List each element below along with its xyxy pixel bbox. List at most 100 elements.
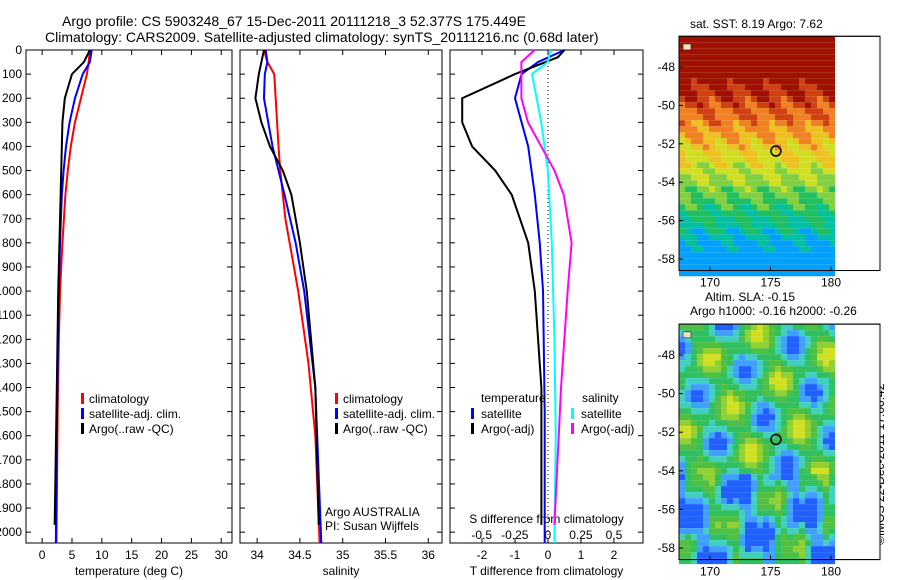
- map-cell: [679, 240, 685, 247]
- map-cell: [763, 486, 769, 493]
- map-cell: [769, 534, 775, 541]
- y-tick-label: 1600: [0, 429, 22, 443]
- map-cell: [703, 78, 709, 85]
- map-cell: [787, 402, 793, 409]
- map-cell: [733, 504, 739, 511]
- map-cell: [811, 516, 817, 523]
- map-cell: [739, 522, 745, 529]
- map-cell: [781, 414, 787, 421]
- map-cell: [805, 360, 811, 367]
- map-cell: [727, 360, 733, 367]
- map-cell: [691, 228, 697, 235]
- map-cell: [751, 174, 757, 181]
- map-cell: [775, 372, 781, 379]
- map-cell: [823, 516, 829, 523]
- map-cell: [823, 396, 829, 403]
- map-cell: [727, 480, 733, 487]
- map-cell: [739, 354, 745, 361]
- map-cell: [775, 390, 781, 397]
- map-cell: [787, 222, 793, 229]
- map-cell: [793, 390, 799, 397]
- map-cell: [793, 330, 799, 337]
- map-cell: [787, 174, 793, 181]
- map-cell: [763, 48, 769, 55]
- map-cell: [703, 54, 709, 61]
- map-cell: [727, 96, 733, 103]
- map-cell: [739, 408, 745, 415]
- map-cell: [799, 528, 805, 535]
- map-cell: [817, 330, 823, 337]
- map-cell: [691, 216, 697, 223]
- map-cell: [799, 90, 805, 97]
- map-cell: [751, 72, 757, 79]
- map-cell: [727, 198, 733, 205]
- map-cell: [679, 270, 685, 277]
- map-cell: [739, 150, 745, 157]
- map-cell: [685, 48, 691, 55]
- map-cell: [697, 360, 703, 367]
- map-cell: [709, 522, 715, 529]
- map-cell: [745, 372, 751, 379]
- map-cell: [721, 180, 727, 187]
- map-cell: [805, 378, 811, 385]
- map-cell: [805, 162, 811, 169]
- map-cell: [697, 198, 703, 205]
- map-cell: [757, 396, 763, 403]
- map-cell: [679, 366, 685, 373]
- map-cell: [715, 210, 721, 217]
- map-cell: [787, 72, 793, 79]
- map-cell: [829, 504, 835, 511]
- map-cell: [727, 522, 733, 529]
- x-tick-label: 35.5: [374, 548, 398, 562]
- map-cell: [709, 474, 715, 481]
- map-cell: [787, 552, 793, 559]
- map-cell: [769, 336, 775, 343]
- map-cell: [739, 168, 745, 175]
- map-cell: [715, 66, 721, 73]
- map-cell: [685, 198, 691, 205]
- map-cell: [757, 246, 763, 253]
- map-cell: [733, 186, 739, 193]
- map-cell: [727, 534, 733, 541]
- map-cell: [781, 426, 787, 433]
- lat-tick-label: -56: [658, 214, 676, 228]
- map-cell: [739, 504, 745, 511]
- map-cell: [787, 96, 793, 103]
- map-cell: [775, 498, 781, 505]
- map-cell: [799, 534, 805, 541]
- map-cell: [715, 132, 721, 139]
- map-cell: [769, 426, 775, 433]
- map-cell: [697, 144, 703, 151]
- map-cell: [703, 234, 709, 241]
- map-cell: [805, 246, 811, 253]
- map-cell: [751, 354, 757, 361]
- map-cell: [829, 402, 835, 409]
- map-cell: [799, 126, 805, 133]
- map-cell: [811, 210, 817, 217]
- map-cell: [727, 174, 733, 181]
- lat-tick-label: -54: [658, 464, 676, 478]
- map-cell: [775, 438, 781, 445]
- map-cell: [715, 96, 721, 103]
- map-cell: [715, 264, 721, 271]
- map-cell: [763, 72, 769, 79]
- map-cell: [739, 486, 745, 493]
- map-cell: [709, 60, 715, 67]
- map-cell: [805, 156, 811, 163]
- map-cell: [745, 378, 751, 385]
- map-cell: [727, 420, 733, 427]
- map-cell: [721, 162, 727, 169]
- map-cell: [769, 240, 775, 247]
- map-cell: [733, 168, 739, 175]
- map-cell: [817, 540, 823, 547]
- map-cell: [817, 420, 823, 427]
- map-cell: [751, 84, 757, 91]
- map-cell: [685, 540, 691, 547]
- map-cell: [691, 336, 697, 343]
- map-cell: [703, 396, 709, 403]
- map-cell: [799, 66, 805, 73]
- map-cell: [691, 540, 697, 547]
- map-cell: [823, 192, 829, 199]
- map-cell: [769, 450, 775, 457]
